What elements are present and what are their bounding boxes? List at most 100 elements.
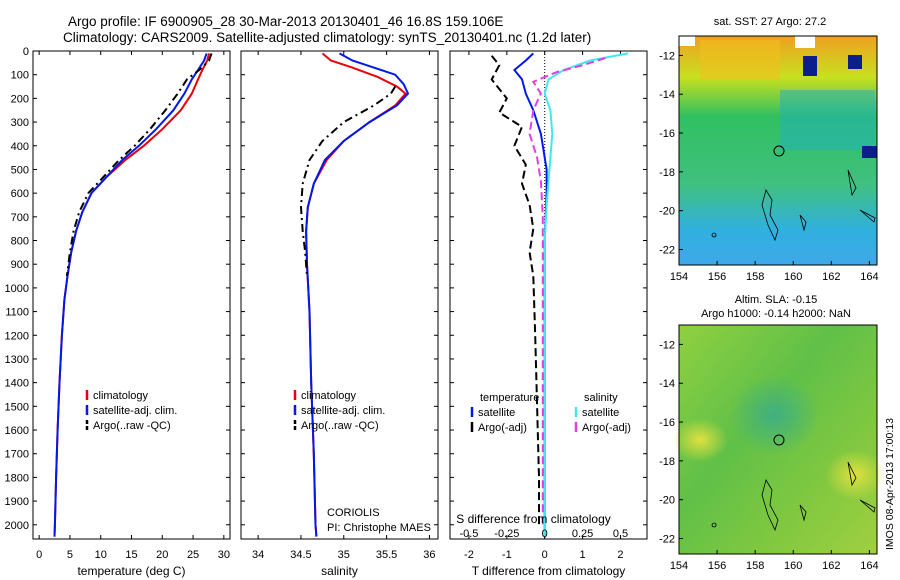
- map-xtick-label: 156: [708, 271, 726, 283]
- salinity-plot-frame: [240, 50, 439, 540]
- legend-label: climatology: [301, 390, 357, 402]
- legend-label: satellite-adj. clim.: [93, 405, 177, 417]
- depth-tick-label: 1300: [5, 354, 29, 366]
- difference-xtick-label: 0: [542, 549, 548, 561]
- header-line-1: Argo profile: IF 6900905_28 30-Mar-2013 …: [68, 14, 503, 29]
- temperature-xlabel: temperature (deg C): [77, 564, 185, 578]
- salinity-xtick-label: 34: [252, 549, 264, 561]
- sst-map-missing-2: [848, 55, 862, 69]
- map-ytick-label: -22: [659, 244, 675, 256]
- map-xtick-label: 158: [746, 271, 764, 283]
- sst-map-missing-1: [803, 56, 817, 76]
- depth-tick-label: 800: [11, 236, 29, 248]
- difference-plot-frame: [449, 50, 648, 540]
- depth-tick-label: 1400: [5, 378, 29, 390]
- depth-tick-label: 1500: [5, 401, 29, 413]
- temperature-xtick-label: 5: [67, 549, 73, 561]
- legend-label: satellite-adj. clim.: [301, 405, 385, 417]
- depth-tick-label: 1600: [5, 425, 29, 437]
- map-xtick-label: 162: [822, 271, 840, 283]
- depth-tick-label: 1800: [5, 472, 29, 484]
- sst-map-cool-patch: [780, 90, 875, 150]
- sst-map-argo-marker: [773, 145, 785, 157]
- depth-tick-label: 500: [11, 164, 29, 176]
- salinity-difference-tick-label: 0.25: [572, 528, 593, 540]
- sst-map-warm-patch: [700, 40, 780, 80]
- sla-map-argo-marker: [773, 434, 785, 446]
- difference-xtick-label: 2: [617, 549, 623, 561]
- sst-map-axes: 154 156 158 160 162 164 -12 -14 -16 -18 -20 -22: [659, 50, 878, 283]
- map-ytick-label: -12: [659, 50, 675, 62]
- series-line: [528, 57, 606, 525]
- difference-xtick-label: -2: [464, 549, 474, 561]
- depth-tick-label: 2000: [5, 520, 29, 532]
- salinity-xtick-label: 36: [423, 549, 435, 561]
- salinity-xtick-label: 35: [338, 549, 350, 561]
- depth-tick-label: 1900: [5, 496, 29, 508]
- depth-tick-label: 200: [11, 93, 29, 105]
- temperature-xtick-label: 0: [36, 549, 42, 561]
- map-xtick-label: 156: [708, 560, 726, 572]
- depth-tick-label: 400: [11, 141, 29, 153]
- map-xtick-label: 164: [860, 560, 878, 572]
- temperature-xtick-label: 25: [187, 549, 199, 561]
- salinity-difference-tick-label: 0: [542, 528, 548, 540]
- map-ytick-label: -14: [659, 378, 675, 390]
- salinity-difference-tick-label: -0.25: [494, 528, 519, 540]
- legend-label: Argo(-adj): [582, 422, 631, 434]
- depth-tick-label: 300: [11, 117, 29, 129]
- coriolis-label: CORIOLIS: [327, 507, 380, 519]
- depth-tick-label: 1100: [5, 307, 29, 319]
- map-ytick-label: -16: [659, 417, 675, 429]
- map-ytick-label: -20: [659, 495, 675, 507]
- series-line: [65, 53, 213, 277]
- salinity-difference-xlabel: S difference from climatology: [456, 512, 611, 526]
- depth-tick-label: 1000: [5, 283, 29, 295]
- sst-map-coastline: [711, 169, 876, 242]
- salinity-difference-tick-label: -0.5: [459, 528, 478, 540]
- legend-title-temperature: temperature: [480, 392, 539, 404]
- series-line: [53, 53, 208, 537]
- sla-map-frame: [678, 324, 878, 555]
- sst-map-panel: sat. SST: 27 Argo: 27.2 154 156 158 160 162 1…: [659, 16, 878, 283]
- sla-map-high-anomaly-2: [825, 450, 885, 500]
- map-ytick-label: -14: [659, 89, 675, 101]
- map-xtick-label: 164: [860, 271, 878, 283]
- pi-name-label: PI: Christophe MAES: [327, 522, 431, 534]
- depth-tick-label: 1700: [5, 449, 29, 461]
- depth-tick-label: 100: [11, 70, 29, 82]
- map-xtick-label: 158: [746, 560, 764, 572]
- legend-title-salinity: salinity: [584, 392, 618, 404]
- sla-map-axes: 154 156 158 160 162 164 -12 -14 -16 -18 -20 -22: [659, 339, 878, 572]
- legend-label: climatology: [93, 390, 149, 402]
- map-xtick-label: 154: [670, 271, 688, 283]
- legend-label: satellite: [582, 407, 619, 419]
- map-xtick-label: 154: [670, 560, 688, 572]
- difference-panel: -2 -1 0 1 2 T difference from climatology temp…: [449, 50, 648, 578]
- map-xtick-label: 162: [822, 560, 840, 572]
- temperature-plot-frame: [32, 50, 231, 540]
- map-xtick-label: 160: [784, 271, 802, 283]
- difference-xtick-label: 1: [580, 549, 586, 561]
- difference-xtick-label: -1: [502, 549, 512, 561]
- map-ytick-label: -18: [659, 456, 675, 468]
- sla-map-high-anomaly-1: [672, 418, 728, 462]
- salinity-panel: 34 34.5 35 35.5 36 salinity climatology satelli…: [240, 50, 439, 578]
- series-line: [490, 55, 540, 525]
- temperature-xtick-label: 10: [95, 549, 107, 561]
- legend-label: Argo(..raw -QC): [301, 420, 379, 432]
- map-ytick-label: -18: [659, 167, 675, 179]
- sla-map-title-1: Altim. SLA: -0.15: [735, 294, 818, 306]
- depth-tick-label: 700: [11, 212, 29, 224]
- sst-map-frame: [678, 35, 878, 266]
- legend-label: Argo(-adj): [478, 422, 527, 434]
- temperature-xtick-label: 30: [218, 549, 230, 561]
- depth-tick-label: 0: [23, 46, 29, 58]
- series-line: [305, 52, 410, 537]
- sst-map-missing-4: [679, 36, 695, 46]
- temperature-xtick-label: 15: [125, 549, 137, 561]
- difference-xlabel: T difference from climatology: [472, 564, 626, 578]
- temperature-panel: 0 5 10 15 20 25 300100200300400500600700800900…: [5, 46, 231, 578]
- imos-timestamp: IMOS 08-Apr-2013 17:00:13: [884, 418, 896, 550]
